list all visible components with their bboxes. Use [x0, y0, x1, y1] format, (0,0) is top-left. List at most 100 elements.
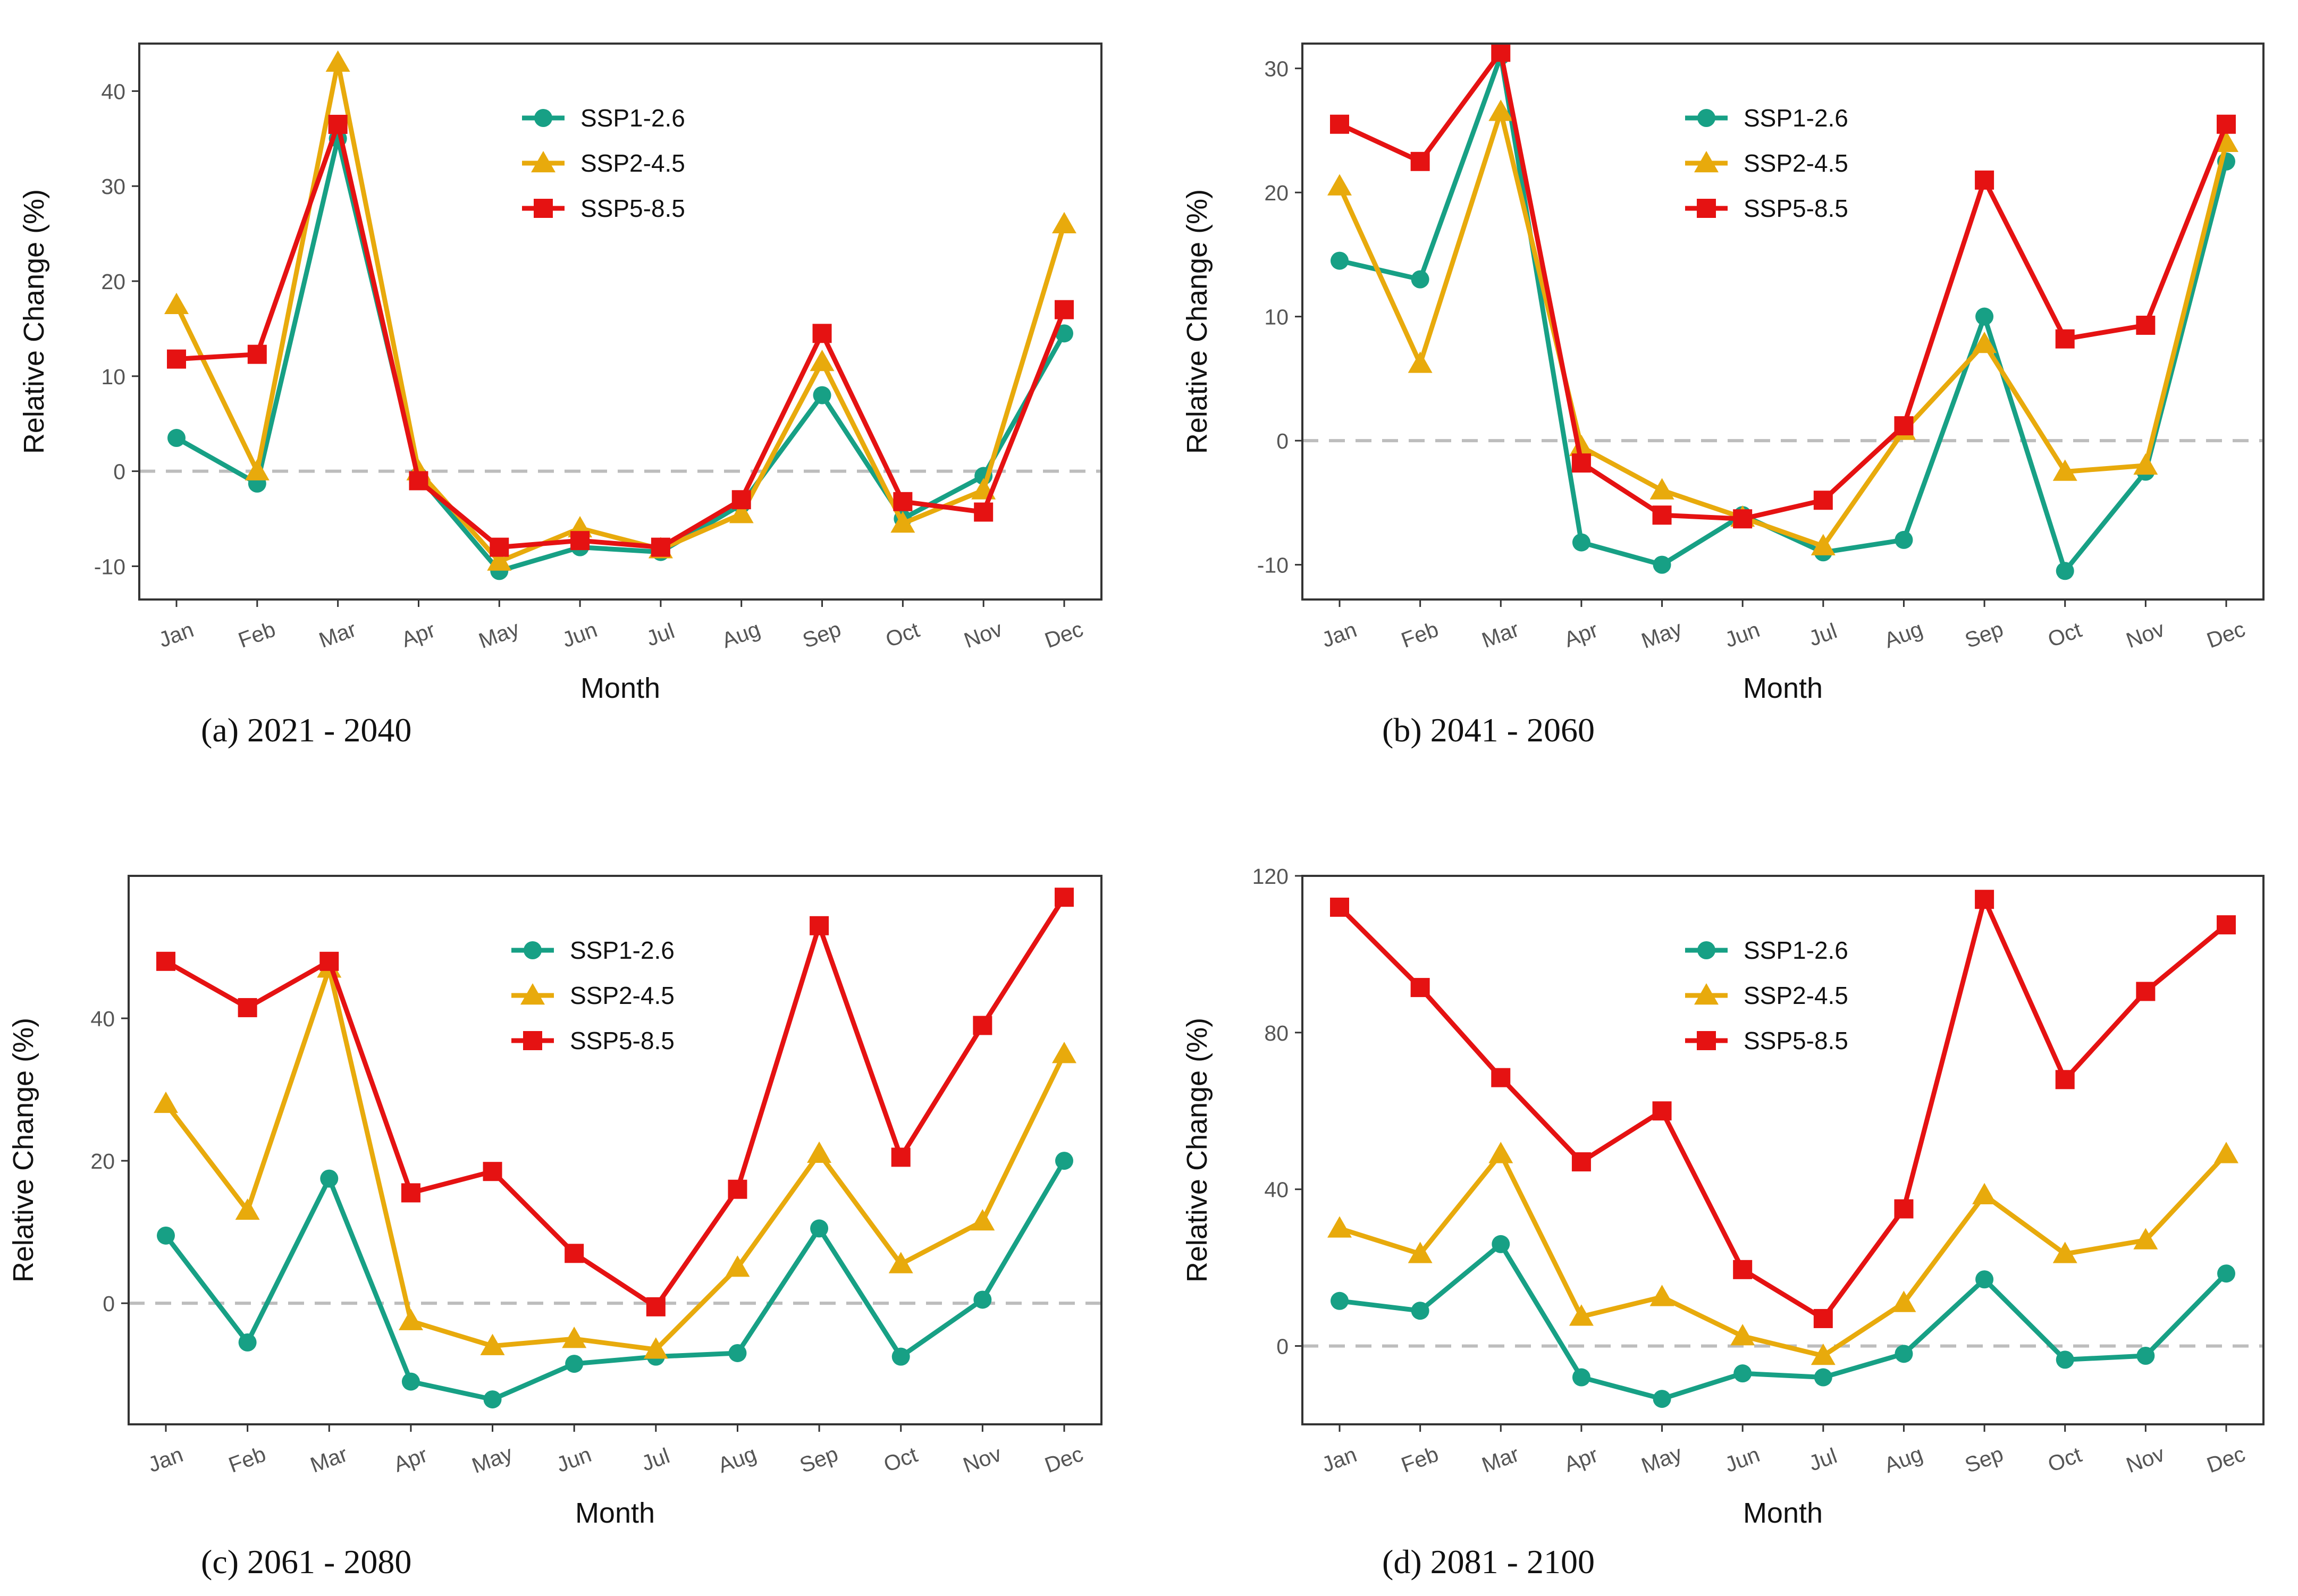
data-point-ssp126 [1653, 1390, 1671, 1408]
data-point-ssp585 [1975, 890, 1994, 909]
x-tick-label: May [469, 1441, 516, 1478]
data-point-ssp126 [238, 1333, 257, 1352]
data-point-ssp245 [970, 1209, 995, 1231]
data-point-ssp245 [2214, 130, 2238, 153]
data-point-ssp245 [890, 511, 915, 533]
series-line-ssp126 [1339, 1242, 2228, 1401]
data-point-ssp245 [643, 1337, 668, 1359]
x-tick-label: Feb [235, 617, 279, 652]
x-tick-label: Feb [1398, 617, 1442, 652]
data-point-ssp245 [1488, 99, 1513, 121]
data-point-ssp585 [156, 951, 175, 971]
x-axis-title: Month [580, 672, 660, 704]
x-tick-label: May [475, 616, 523, 653]
data-point-ssp245 [1408, 351, 1433, 373]
data-point-ssp126 [2056, 562, 2074, 580]
data-point-ssp126 [401, 1372, 420, 1391]
y-tick-label: 20 [1264, 181, 1289, 205]
data-point-ssp585 [2136, 982, 2156, 1001]
data-point-ssp245 [235, 1198, 260, 1220]
data-point-ssp245 [2133, 1228, 2158, 1249]
legend-marker [520, 983, 545, 1005]
data-point-ssp126 [1653, 555, 1671, 574]
data-point-ssp585 [2217, 915, 2236, 935]
x-axis-title: Month [1743, 1497, 1823, 1529]
x-tick-label: Sep [1962, 617, 2006, 653]
data-point-ssp126 [2056, 1350, 2074, 1369]
data-point-ssp585 [974, 502, 994, 522]
data-point-ssp126 [1895, 1345, 1913, 1363]
data-point-ssp126 [167, 429, 186, 447]
data-point-ssp585 [1491, 43, 1511, 62]
data-point-ssp585 [2136, 316, 2156, 335]
legend-label: SSP5-8.5 [580, 195, 685, 222]
y-tick-label: 10 [101, 365, 125, 389]
data-point-ssp585 [1813, 491, 1833, 510]
data-point-ssp126 [1331, 251, 1349, 270]
legend-label: SSP2-4.5 [580, 149, 685, 177]
x-tick-label: Feb [1398, 1441, 1442, 1477]
data-point-ssp585 [1652, 505, 1672, 525]
data-point-ssp585 [2055, 1070, 2075, 1090]
x-axis-title: Month [1743, 672, 1823, 704]
data-point-ssp585 [1571, 453, 1591, 473]
x-tick-label: Dec [1041, 1441, 1086, 1477]
data-point-ssp245 [487, 549, 512, 571]
y-tick-label: 30 [1264, 57, 1289, 81]
data-point-ssp126 [1055, 1152, 1073, 1170]
x-tick-label: Oct [2044, 1442, 2085, 1476]
x-tick-label: Sep [796, 1441, 841, 1477]
y-tick-label: 40 [90, 1007, 115, 1031]
data-point-ssp245 [562, 1327, 587, 1348]
y-tick-label: 0 [103, 1291, 115, 1316]
legend-marker [523, 1031, 542, 1050]
data-point-ssp126 [813, 386, 831, 404]
data-point-ssp585 [1330, 897, 1349, 917]
data-point-ssp585 [1491, 1068, 1511, 1087]
data-point-ssp126 [1572, 1368, 1590, 1387]
series-line-ssp245 [1339, 1151, 2228, 1358]
legend-marker [1694, 151, 1719, 173]
data-point-ssp245 [1649, 478, 1674, 500]
y-tick-label: 0 [1276, 429, 1289, 453]
x-tick-label: Oct [880, 1442, 921, 1476]
data-point-ssp585 [728, 1179, 747, 1199]
data-point-ssp245 [1408, 1242, 1433, 1263]
data-point-ssp585 [1733, 1260, 1753, 1279]
data-point-ssp585 [1055, 888, 1074, 907]
data-point-ssp585 [812, 324, 832, 343]
data-point-ssp245 [398, 1308, 423, 1330]
data-point-ssp245 [325, 50, 350, 72]
data-point-ssp126 [1975, 1270, 1994, 1289]
series-line-ssp585 [1337, 897, 2228, 1321]
series-line-ssp245 [174, 60, 1067, 564]
x-tick-label: Jul [1806, 1443, 1840, 1476]
data-point-ssp245 [725, 1255, 750, 1277]
y-axis-title: Relative Change (%) [18, 189, 50, 454]
data-point-ssp585 [2055, 329, 2075, 349]
x-tick-label: Mar [1479, 1441, 1522, 1477]
data-point-ssp585 [1894, 416, 1914, 436]
legend-label: SSP5-8.5 [1744, 195, 1848, 222]
y-axis-title: Relative Change (%) [7, 1018, 39, 1282]
data-point-ssp585 [1571, 1152, 1591, 1172]
data-point-ssp245 [1488, 1142, 1513, 1163]
data-point-ssp245 [164, 292, 189, 314]
y-tick-label: 0 [1276, 1335, 1289, 1359]
data-point-ssp585 [893, 492, 913, 511]
data-point-ssp245 [2133, 453, 2158, 475]
x-tick-label: Apr [398, 618, 439, 652]
x-tick-label: Jun [1722, 617, 1763, 652]
data-point-ssp245 [729, 502, 754, 523]
x-tick-label: May [1638, 616, 1686, 653]
data-point-ssp585 [490, 537, 509, 557]
legend-marker [1694, 983, 1719, 1005]
series-line-ssp126 [1339, 53, 2229, 573]
x-tick-label: Aug [715, 1441, 760, 1477]
data-point-ssp585 [1055, 300, 1074, 319]
x-tick-label: Oct [2044, 617, 2085, 652]
data-point-ssp585 [1894, 1199, 1914, 1219]
series-line-ssp585 [164, 896, 1066, 1310]
y-tick-label: 40 [101, 79, 125, 104]
